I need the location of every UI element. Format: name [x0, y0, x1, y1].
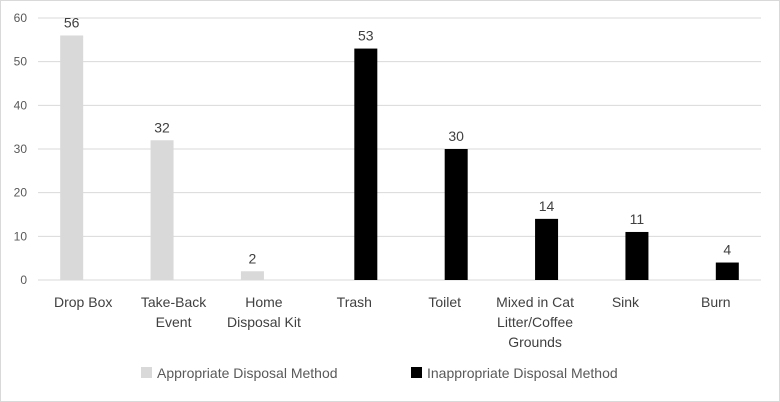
x-category-label: Burn [701, 294, 731, 310]
legend-label: Inappropriate Disposal Method [427, 365, 618, 381]
y-tick-label: 10 [14, 229, 28, 243]
bar [715, 262, 739, 280]
x-category-label: Event [156, 314, 192, 330]
legend: Appropriate Disposal Method Inappropriate… [141, 365, 618, 381]
x-category-label: Home [245, 294, 283, 310]
x-category-label: Disposal Kit [227, 314, 301, 330]
y-tick-label: 0 [20, 273, 27, 287]
data-label: 4 [723, 242, 731, 258]
legend-label: Appropriate Disposal Method [157, 365, 338, 381]
x-category-label: Mixed in Cat [496, 294, 574, 310]
y-tick-label: 30 [14, 142, 28, 156]
x-category-label: Drop Box [54, 294, 112, 310]
labels: 0 10 20 30 40 50 60 56 Drop Box 32 Take-Back Event 2… [14, 11, 732, 350]
bar [354, 48, 378, 280]
x-category-label: Trash [337, 294, 372, 310]
gridlines [38, 17, 761, 237]
data-label: 56 [64, 14, 80, 30]
x-category-label: Toilet [428, 294, 461, 310]
bar [444, 149, 468, 280]
bar [240, 271, 264, 280]
x-category-label: Litter/Coffee [497, 314, 573, 330]
data-label: 53 [358, 28, 374, 44]
bar [60, 35, 84, 280]
x-category-label: Sink [612, 294, 640, 310]
bar [535, 218, 559, 280]
data-label: 14 [539, 198, 555, 214]
y-tick-label: 20 [14, 186, 28, 200]
y-tick-label: 50 [14, 55, 28, 69]
data-label: 2 [249, 250, 257, 266]
data-label: 32 [154, 119, 170, 135]
bars [60, 35, 739, 280]
y-tick-label: 60 [14, 11, 28, 25]
bar [150, 140, 174, 280]
legend-swatch [411, 367, 422, 378]
data-label: 30 [448, 128, 464, 144]
bar [625, 231, 649, 280]
x-category-label: Take-Back [141, 294, 207, 310]
y-tick-label: 40 [14, 98, 28, 112]
data-label: 11 [630, 211, 645, 227]
legend-swatch [141, 367, 152, 378]
x-category-label: Grounds [508, 334, 562, 350]
